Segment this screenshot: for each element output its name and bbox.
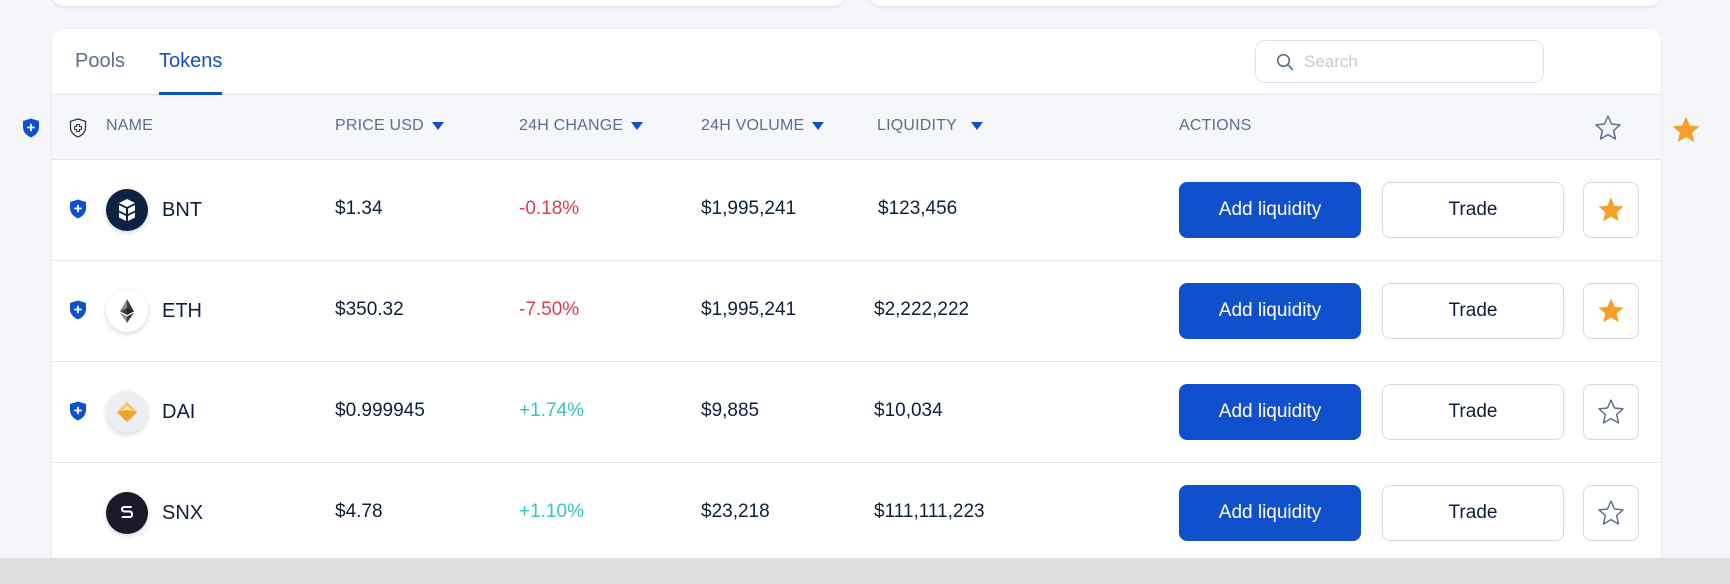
table-row: DAI $0.999945 +1.74% $9,885 $10,034 Add … xyxy=(52,362,1661,463)
tab-tokens[interactable]: Tokens xyxy=(159,49,223,95)
tokens-table-card: Pools Tokens NAME PRICE USD 24H CHANGE 2… xyxy=(52,29,1661,584)
star-filled-icon[interactable] xyxy=(1670,114,1702,146)
token-volume: $1,995,241 xyxy=(701,299,797,320)
table-header: NAME PRICE USD 24H CHANGE 24H VOLUME LIQ… xyxy=(52,95,1661,160)
top-left-card xyxy=(52,0,845,6)
token-volume: $9,885 xyxy=(701,400,760,421)
token-change: -7.50% xyxy=(519,299,580,320)
synthetix-logo-icon xyxy=(106,492,148,534)
token-price: $4.78 xyxy=(335,501,383,522)
star-outline-icon xyxy=(1598,500,1624,525)
token-volume: $23,218 xyxy=(701,501,770,522)
dai-logo-icon xyxy=(106,391,148,433)
sort-caret-icon[interactable] xyxy=(431,122,444,130)
sort-caret-icon[interactable] xyxy=(971,122,984,130)
add-liquidity-button[interactable]: Add liquidity xyxy=(1179,283,1361,339)
header-actions: ACTIONS xyxy=(1179,117,1252,134)
sort-caret-icon[interactable] xyxy=(812,122,825,130)
shield-outline-icon[interactable] xyxy=(69,118,87,138)
star-outline-icon xyxy=(1598,399,1624,424)
header-change[interactable]: 24H CHANGE xyxy=(519,117,644,135)
header-name: NAME xyxy=(106,117,154,134)
shield-plus-icon xyxy=(70,401,86,421)
star-filled-icon xyxy=(1598,298,1624,323)
token-price: $1.34 xyxy=(335,198,383,219)
tab-pools[interactable]: Pools xyxy=(75,50,126,72)
search-input[interactable] xyxy=(1304,51,1534,72)
star-outline-icon[interactable] xyxy=(1593,113,1623,143)
trade-button[interactable]: Trade xyxy=(1382,384,1564,440)
token-symbol[interactable]: SNX xyxy=(162,502,204,524)
top-right-card xyxy=(869,0,1661,6)
star-filled-icon xyxy=(1598,197,1624,222)
token-symbol[interactable]: ETH xyxy=(162,300,202,322)
header-price[interactable]: PRICE USD xyxy=(335,117,444,135)
table-row: SNX $4.78 +1.10% $23,218 $111,111,223 Ad… xyxy=(52,463,1661,564)
search-icon xyxy=(1276,53,1294,70)
token-liquidity: $123,456 xyxy=(878,198,958,219)
add-liquidity-button[interactable]: Add liquidity xyxy=(1179,182,1361,238)
token-change: +1.10% xyxy=(519,501,584,522)
token-liquidity: $2,222,222 xyxy=(874,299,970,320)
token-liquidity: $111,111,223 xyxy=(874,501,985,522)
header-liquidity[interactable]: LIQUIDITY xyxy=(877,117,984,135)
header-volume[interactable]: 24H VOLUME xyxy=(701,117,825,135)
favorite-button[interactable] xyxy=(1583,182,1639,238)
token-change: -0.18% xyxy=(519,198,580,219)
token-liquidity: $10,034 xyxy=(874,400,943,421)
shield-plus-icon xyxy=(70,199,86,219)
bottom-bar xyxy=(0,558,1730,584)
favorite-button[interactable] xyxy=(1583,485,1639,541)
shield-plus-icon[interactable] xyxy=(22,118,40,138)
trade-button[interactable]: Trade xyxy=(1382,182,1564,238)
add-liquidity-button[interactable]: Add liquidity xyxy=(1179,384,1361,440)
token-price: $350.32 xyxy=(335,299,404,320)
favorite-button[interactable] xyxy=(1583,384,1639,440)
bancor-logo-icon xyxy=(106,189,148,231)
trade-button[interactable]: Trade xyxy=(1382,283,1564,339)
token-change: +1.74% xyxy=(519,400,584,421)
sort-caret-icon[interactable] xyxy=(631,122,644,130)
token-price: $0.999945 xyxy=(335,400,425,421)
token-volume: $1,995,241 xyxy=(701,198,797,219)
tabs-bar: Pools Tokens xyxy=(52,29,1661,95)
table-row: BNT $1.34 -0.18% $1,995,241 $123,456 Add… xyxy=(52,160,1661,261)
trade-button[interactable]: Trade xyxy=(1382,485,1564,541)
token-symbol[interactable]: DAI xyxy=(162,401,196,423)
add-liquidity-button[interactable]: Add liquidity xyxy=(1179,485,1361,541)
shield-plus-icon xyxy=(70,300,86,320)
token-symbol[interactable]: BNT xyxy=(162,199,202,221)
favorite-button[interactable] xyxy=(1583,283,1639,339)
ethereum-logo-icon xyxy=(106,290,148,332)
table-row: ETH $350.32 -7.50% $1,995,241 $2,222,222… xyxy=(52,261,1661,362)
search-box[interactable] xyxy=(1255,40,1544,83)
